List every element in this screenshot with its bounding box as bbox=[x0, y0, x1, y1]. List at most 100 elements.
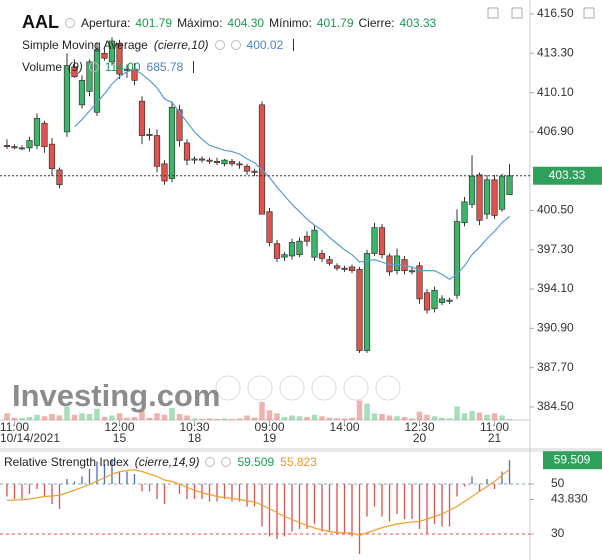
candle-body bbox=[453, 221, 461, 296]
icon[interactable] bbox=[214, 40, 225, 50]
volume-bar bbox=[214, 418, 220, 420]
volume-bar bbox=[221, 418, 228, 420]
rsi-legend: Relative Strength Index (cierre,14,9) 59… bbox=[4, 455, 317, 469]
toolbar-icon[interactable] bbox=[487, 7, 499, 19]
volume-bar bbox=[454, 406, 460, 420]
nav-button[interactable] bbox=[375, 375, 401, 401]
rsi-value-label: 59.509 bbox=[554, 452, 591, 466]
volume-bar bbox=[94, 408, 100, 420]
candle-body bbox=[296, 240, 303, 256]
toolbar-icons bbox=[487, 7, 595, 19]
candle-body bbox=[348, 266, 356, 272]
candle-body bbox=[213, 161, 221, 163]
volume-bar bbox=[4, 413, 10, 420]
candle-body bbox=[41, 122, 48, 147]
x-tick-label: 12:30 bbox=[404, 420, 434, 434]
candle-body bbox=[326, 259, 333, 264]
nav-button[interactable] bbox=[247, 375, 273, 401]
x-tick-label: 11:00 bbox=[0, 420, 29, 434]
volume-bar bbox=[191, 418, 198, 420]
volume-bar bbox=[131, 417, 138, 420]
nav-button[interactable] bbox=[279, 375, 305, 401]
volume-bar bbox=[461, 413, 468, 420]
ohlc-label: Máximo: bbox=[177, 15, 223, 30]
volume-bar bbox=[506, 419, 513, 420]
candle-body bbox=[228, 161, 236, 165]
nav-button[interactable] bbox=[215, 375, 241, 401]
volume-bar bbox=[206, 418, 213, 420]
x-tick-sublabel: 19 bbox=[263, 431, 277, 445]
volume-bar bbox=[296, 416, 303, 420]
ohlc-value: 403.33 bbox=[399, 15, 437, 30]
candle-body bbox=[491, 179, 498, 216]
x-tick-sublabel: 18 bbox=[188, 431, 202, 445]
candle-body bbox=[341, 267, 348, 270]
plot: 416.50 413.30 410.10 406.90 400.50 397.30 394.… bbox=[0, 6, 602, 554]
icon[interactable] bbox=[230, 40, 241, 50]
candle-body bbox=[476, 174, 483, 221]
volume-bar bbox=[281, 417, 288, 420]
candle-body bbox=[288, 242, 296, 257]
volume-bar bbox=[154, 413, 160, 420]
volume-bar bbox=[431, 416, 438, 420]
volume-bar bbox=[274, 413, 280, 420]
candle-body bbox=[483, 179, 491, 215]
volume-bar bbox=[124, 417, 130, 420]
ohlc-label: Apertura: bbox=[81, 15, 131, 30]
candle-body bbox=[116, 43, 123, 75]
ohlc-values: Apertura: 401.79 Máximo: 404.30 Mínimo: 401.7… bbox=[81, 16, 436, 30]
volume-bar bbox=[326, 417, 333, 420]
candle-body bbox=[93, 49, 101, 113]
candle-body bbox=[123, 68, 131, 71]
nav-button[interactable] bbox=[343, 375, 369, 401]
volume-bar bbox=[439, 417, 445, 420]
candle-body bbox=[371, 227, 378, 254]
nav-button[interactable] bbox=[311, 375, 337, 401]
candle-body bbox=[198, 158, 206, 161]
y-tick-label: 43.830 bbox=[551, 492, 588, 506]
icon[interactable] bbox=[65, 17, 75, 28]
volume-bar bbox=[86, 414, 93, 420]
separator bbox=[293, 39, 295, 51]
candle-body bbox=[236, 163, 243, 166]
candle-body bbox=[393, 255, 401, 272]
candle-body bbox=[26, 140, 33, 149]
volume-bar bbox=[311, 414, 318, 420]
ohlc-label: Cierre: bbox=[358, 15, 395, 30]
icon[interactable] bbox=[221, 457, 232, 467]
volume-bar bbox=[101, 417, 108, 420]
volume-bar bbox=[34, 414, 40, 420]
x-tick-sublabel: 10/14/2021 bbox=[0, 431, 60, 445]
sma-params: (cierre,10) bbox=[153, 38, 209, 52]
volume-params: (9) bbox=[68, 60, 83, 74]
volume-bar bbox=[11, 417, 18, 420]
volume-ma-value: 685.78 bbox=[146, 60, 184, 74]
volume-bar bbox=[109, 415, 115, 420]
sma-line bbox=[74, 68, 510, 280]
candle-body bbox=[168, 106, 176, 179]
rsi-params: (cierre,14,9) bbox=[134, 455, 200, 469]
volume-bar bbox=[49, 414, 55, 420]
candle-body bbox=[86, 61, 93, 92]
y-tick-label: 384.50 bbox=[537, 399, 574, 413]
volume-bar bbox=[499, 415, 505, 420]
rsi-value: 59.509 bbox=[237, 455, 275, 469]
volume-bar bbox=[199, 418, 205, 420]
x-tick-label: 12:00 bbox=[104, 420, 134, 434]
toolbar-icon[interactable] bbox=[511, 7, 523, 19]
x-tick-sublabel: 20 bbox=[413, 431, 427, 445]
toolbar-icon[interactable] bbox=[583, 7, 595, 19]
volume-bar bbox=[229, 418, 235, 420]
icon[interactable] bbox=[88, 62, 99, 72]
last-price-box bbox=[533, 166, 602, 185]
candle-body bbox=[311, 229, 318, 258]
candle-body bbox=[506, 175, 513, 195]
volume-bar bbox=[416, 411, 423, 420]
icon[interactable] bbox=[205, 457, 216, 467]
candle-body bbox=[446, 299, 453, 302]
candle-body bbox=[18, 147, 26, 150]
volume-bar bbox=[169, 408, 175, 420]
ohlc-legend: AAL Apertura: 401.79 Máximo: 404.30 Mínimo: 4… bbox=[22, 12, 436, 33]
candle-body bbox=[206, 159, 213, 162]
